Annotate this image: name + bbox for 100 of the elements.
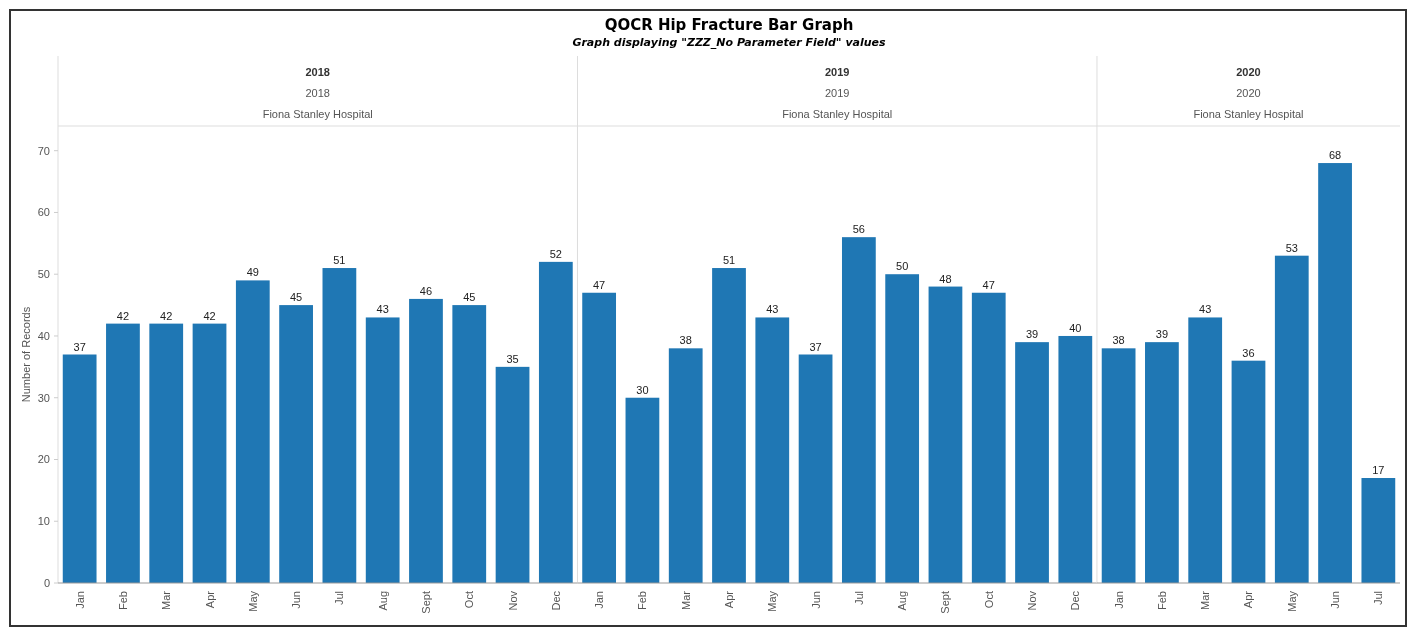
data-label: 43 — [766, 303, 779, 316]
x-tick-label: Sept — [939, 591, 952, 614]
data-label: 56 — [852, 223, 865, 236]
y-tick-label: 0 — [43, 577, 50, 589]
bar — [192, 323, 227, 583]
text: 2019 — [824, 66, 850, 78]
bar — [798, 354, 833, 583]
bar — [235, 280, 270, 583]
data-label: 45 — [289, 291, 303, 304]
y-tick-label: 30 — [37, 391, 50, 404]
bar — [452, 305, 487, 583]
x-tick-label: Jan — [593, 591, 606, 609]
bar — [928, 286, 963, 583]
text: 2019 — [824, 87, 850, 99]
data-label: 52 — [549, 247, 562, 260]
x-tick-label: Mar — [160, 590, 173, 610]
bar — [538, 261, 573, 583]
x-tick-label: Dec — [1069, 590, 1082, 611]
data-label: 38 — [1112, 334, 1125, 347]
bar — [885, 274, 920, 583]
data-label: 51 — [722, 254, 736, 267]
bar — [279, 305, 313, 583]
y-tick-label: 70 — [37, 144, 50, 157]
x-tick-label: Oct — [463, 591, 476, 609]
bar — [149, 323, 184, 583]
x-tick-label: Dec — [549, 590, 562, 611]
bar — [1015, 342, 1049, 583]
bar — [755, 317, 790, 583]
data-label: 47 — [982, 278, 995, 291]
bar — [582, 292, 617, 583]
x-tick-label: Jan — [1112, 591, 1125, 609]
bar — [1145, 342, 1179, 583]
x-tick-label: Oct — [982, 591, 995, 609]
bar — [1274, 255, 1309, 583]
x-tick-label: Jul — [333, 591, 346, 606]
x-tick-label: Jul — [1372, 591, 1385, 606]
y-tick-label: 10 — [37, 515, 50, 528]
data-label: 48 — [939, 272, 952, 285]
bar — [495, 366, 530, 583]
bar — [106, 323, 140, 583]
text: Fiona Stanley Hospital — [262, 108, 373, 120]
x-tick-label: Feb — [636, 591, 649, 610]
y-tick-label: 40 — [37, 329, 50, 342]
text: Fiona Stanley Hospital — [782, 108, 893, 120]
data-label: 42 — [203, 309, 216, 322]
x-tick-label: Sept — [419, 591, 432, 614]
bar — [1101, 348, 1136, 583]
text: Fiona Stanley Hospital — [1193, 108, 1304, 120]
y-tick-label: 20 — [37, 453, 50, 466]
data-label: 38 — [679, 334, 692, 347]
bar — [322, 268, 357, 583]
x-tick-label: Jun — [1329, 591, 1342, 609]
data-label: 45 — [463, 291, 476, 304]
x-tick-label: Feb — [116, 591, 129, 610]
data-label: 42 — [160, 309, 173, 322]
data-label: 49 — [246, 266, 259, 279]
bar — [971, 292, 1006, 583]
x-tick-label: Nov — [1026, 590, 1039, 611]
bar — [1318, 163, 1352, 583]
data-label: 30 — [636, 383, 649, 396]
data-label: 68 — [1328, 149, 1342, 162]
bar — [712, 268, 746, 583]
y-tick-label: 60 — [37, 206, 50, 219]
data-label: 35 — [506, 352, 519, 365]
data-label: 47 — [593, 278, 606, 291]
bar — [365, 317, 400, 583]
data-label: 43 — [1199, 303, 1212, 316]
text: Graph displaying "ZZZ_No Parameter Field" values — [572, 36, 887, 49]
bar — [1231, 360, 1266, 583]
bar — [1188, 317, 1223, 583]
data-label: 50 — [896, 260, 909, 273]
data-label: 39 — [1025, 328, 1039, 341]
data-label: 43 — [376, 303, 389, 316]
x-tick-label: Apr — [203, 590, 216, 609]
bar — [409, 298, 443, 583]
x-tick-label: Aug — [376, 591, 389, 611]
x-tick-label: Mar — [679, 590, 692, 610]
bar — [1361, 478, 1396, 583]
x-tick-label: Jun — [290, 591, 303, 609]
x-tick-label: Apr — [723, 590, 735, 609]
bar — [62, 354, 97, 583]
x-tick-label: Jun — [809, 591, 822, 609]
data-label: 17 — [1372, 464, 1385, 477]
x-tick-label: Mar — [1199, 590, 1212, 610]
bar — [841, 237, 876, 583]
text: 2018 — [305, 87, 330, 99]
bar — [668, 348, 703, 583]
x-tick-label: Jan — [73, 591, 86, 609]
data-label: 51 — [333, 254, 346, 267]
data-label: 53 — [1285, 241, 1298, 254]
bar — [1058, 335, 1093, 583]
x-tick-label: May — [246, 590, 259, 612]
data-label: 42 — [116, 309, 130, 322]
text: 2018 — [305, 66, 330, 78]
bar — [625, 397, 660, 583]
text: QOCR Hip Fracture Bar Graph — [604, 16, 854, 34]
data-label: 40 — [1069, 321, 1082, 334]
x-tick-label: Nov — [506, 590, 519, 611]
data-label: 39 — [1155, 328, 1169, 341]
y-axis-title: Number of Records — [20, 306, 32, 403]
